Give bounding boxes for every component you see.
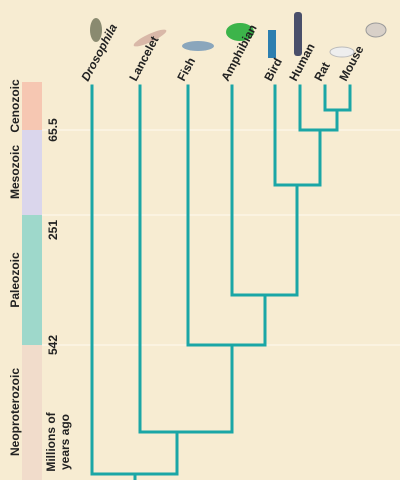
axis-label: years ago xyxy=(58,414,72,470)
time-label: 65.5 xyxy=(46,118,60,142)
time-label: 251 xyxy=(46,220,60,240)
lancelet-icon xyxy=(133,29,167,47)
frog-icon xyxy=(226,23,254,41)
era-band xyxy=(22,215,42,345)
axis-label: Millions of xyxy=(44,411,58,471)
era-label: Mesozoic xyxy=(8,145,22,199)
branch xyxy=(323,84,352,112)
tree xyxy=(90,84,352,480)
era-label: Cenozoic xyxy=(8,79,22,133)
era-band xyxy=(22,82,42,130)
fish-icon xyxy=(182,41,214,51)
bird-icon xyxy=(268,30,276,58)
branch xyxy=(273,84,322,187)
era-band xyxy=(22,130,42,215)
era-label: Paleozoic xyxy=(8,252,22,308)
human-icon xyxy=(294,12,302,56)
time-label: 542 xyxy=(46,335,60,355)
branch xyxy=(230,84,299,297)
branch xyxy=(138,84,234,434)
era-band xyxy=(22,345,42,480)
rat-icon xyxy=(329,46,355,58)
fly-icon xyxy=(90,18,102,42)
branch xyxy=(298,84,339,132)
branch xyxy=(186,84,267,347)
mouse-icon xyxy=(365,22,387,38)
era-label: Neoproterozoic xyxy=(8,368,22,456)
icons xyxy=(90,12,387,58)
